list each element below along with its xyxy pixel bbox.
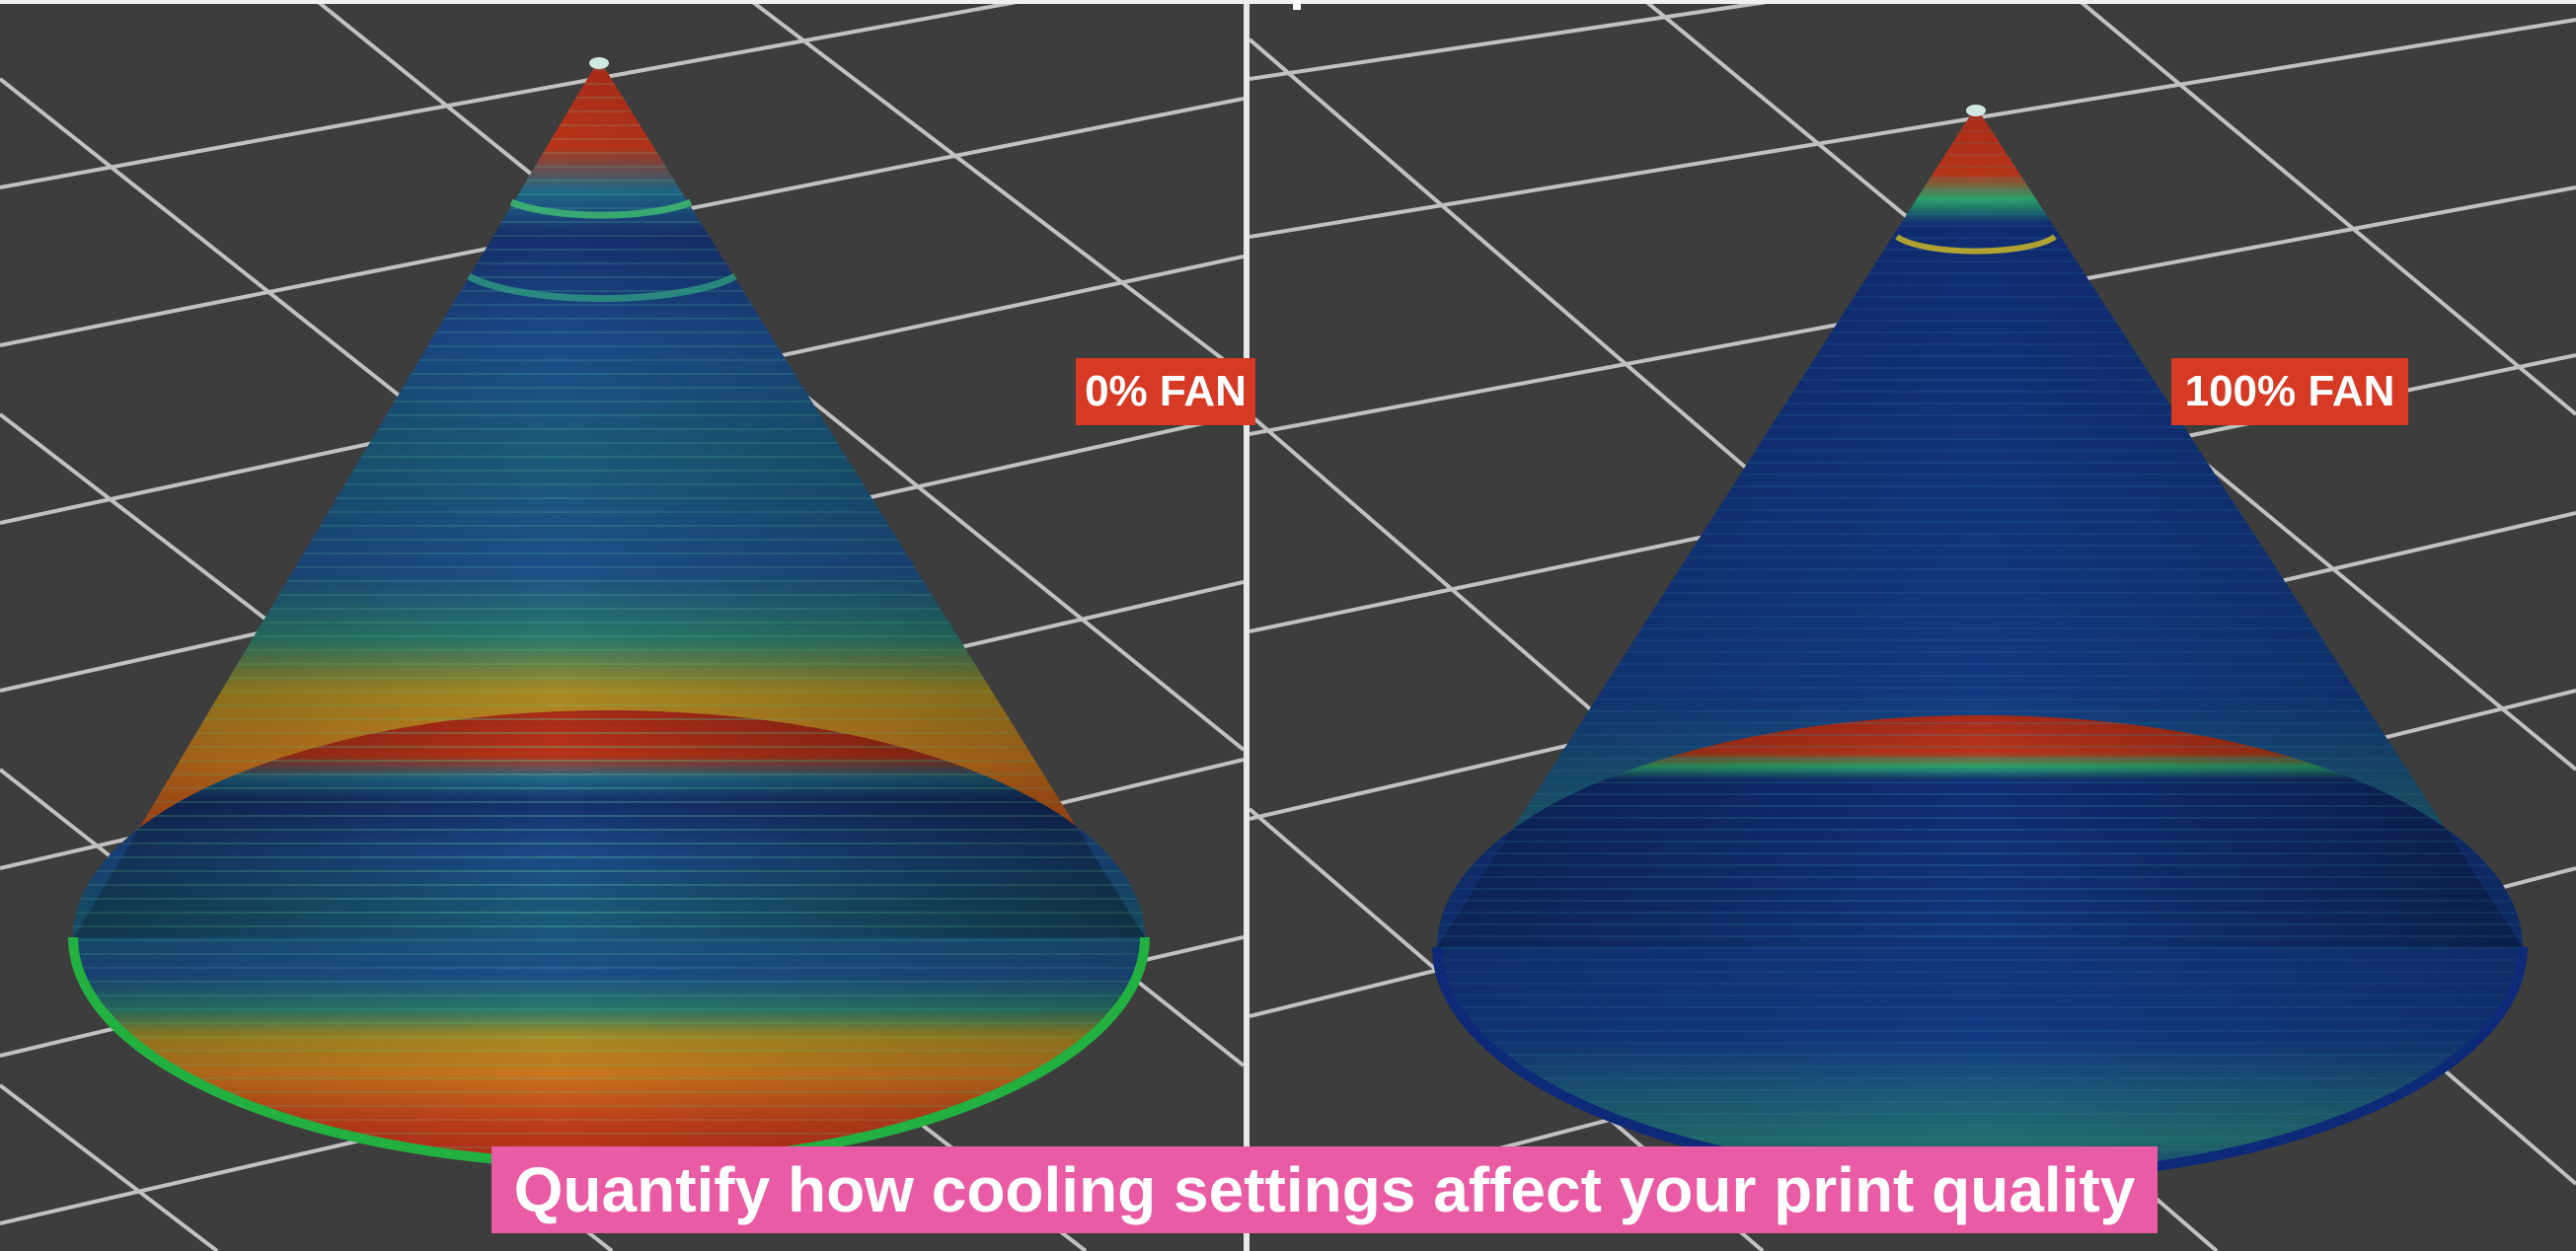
left-viewport[interactable]: [0, 0, 1244, 1251]
caption-banner: Quantify how cooling settings affect you…: [492, 1146, 2158, 1233]
left-cone-render: [0, 0, 1244, 1251]
right-cone-render: [1250, 0, 2576, 1251]
fan-label-left: 0% FAN: [1076, 358, 1255, 425]
top-border: [0, 0, 2576, 4]
panel-divider: [1244, 0, 1250, 1251]
top-marker: [1293, 0, 1301, 10]
fan-label-right: 100% FAN: [2171, 358, 2408, 425]
right-viewport[interactable]: [1250, 0, 2576, 1251]
